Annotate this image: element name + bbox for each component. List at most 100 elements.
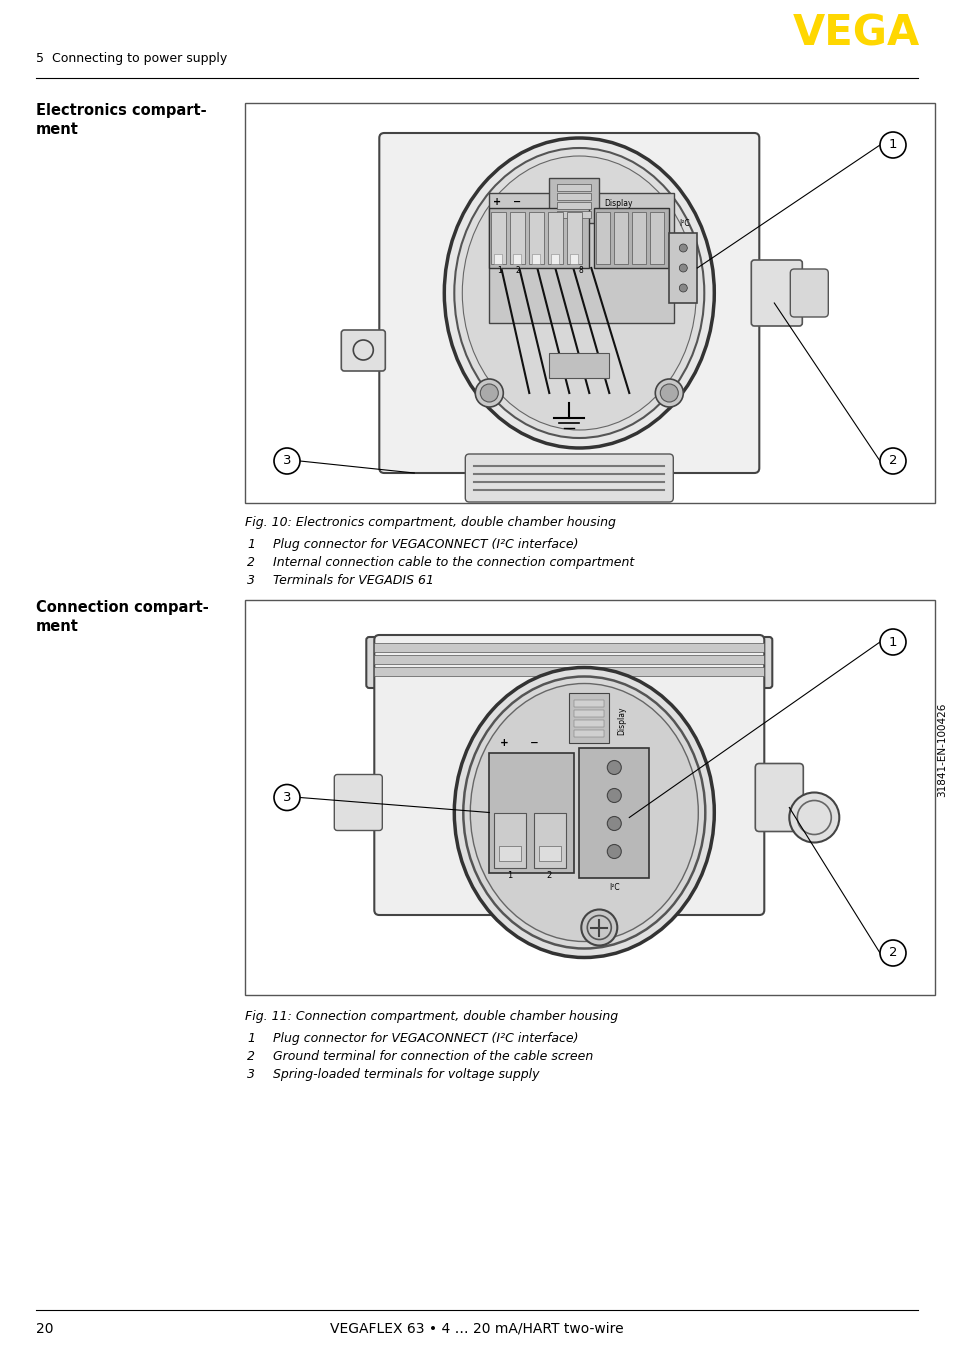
Bar [569, 692, 609, 742]
Bar [374, 643, 763, 653]
FancyBboxPatch shape [465, 454, 673, 502]
Text: 2: 2 [247, 1049, 254, 1063]
Circle shape [879, 448, 905, 474]
Bar [491, 213, 506, 264]
Circle shape [607, 816, 620, 830]
FancyBboxPatch shape [379, 133, 759, 473]
Bar [574, 730, 603, 737]
Text: 3: 3 [247, 1068, 254, 1080]
Text: −: − [529, 738, 538, 747]
FancyBboxPatch shape [751, 260, 801, 326]
Text: +: + [499, 738, 508, 747]
Circle shape [274, 784, 299, 811]
FancyBboxPatch shape [334, 774, 382, 830]
Ellipse shape [444, 138, 714, 448]
Circle shape [274, 448, 299, 474]
Text: VEGAFLEX 63 • 4 … 20 mA/HART two-wire: VEGAFLEX 63 • 4 … 20 mA/HART two-wire [330, 1322, 623, 1336]
Circle shape [679, 264, 686, 272]
Bar [549, 353, 609, 378]
Bar [594, 209, 669, 268]
Circle shape [879, 630, 905, 655]
Circle shape [655, 379, 682, 408]
Bar [489, 194, 674, 324]
Bar [574, 719, 603, 727]
Text: 1: 1 [247, 538, 254, 551]
Text: Internal connection cable to the connection compartment: Internal connection cable to the connect… [273, 556, 634, 569]
Text: Display: Display [617, 707, 625, 735]
Bar [650, 213, 663, 264]
Bar [494, 812, 526, 868]
FancyBboxPatch shape [341, 330, 385, 371]
Text: Fig. 11: Connection compartment, double chamber housing: Fig. 11: Connection compartment, double … [245, 1010, 618, 1024]
Text: VEGA: VEGA [792, 14, 919, 56]
Text: I²C: I²C [679, 218, 689, 227]
Circle shape [580, 910, 617, 945]
Text: Ground terminal for connection of the cable screen: Ground terminal for connection of the ca… [273, 1049, 593, 1063]
FancyBboxPatch shape [789, 269, 827, 317]
Bar [532, 255, 539, 264]
Circle shape [679, 284, 686, 292]
Bar [494, 255, 502, 264]
Text: 3: 3 [282, 791, 291, 804]
Text: 2: 2 [546, 871, 552, 880]
Bar [245, 103, 934, 502]
Bar [669, 233, 697, 303]
Bar [549, 177, 598, 223]
Ellipse shape [454, 148, 703, 437]
Text: −: − [513, 196, 521, 207]
Text: 5  Connecting to power supply: 5 Connecting to power supply [36, 51, 227, 65]
Bar [574, 709, 603, 716]
Bar [374, 655, 763, 663]
Text: 2: 2 [888, 946, 897, 960]
FancyBboxPatch shape [755, 764, 802, 831]
Bar [548, 213, 562, 264]
Text: 1: 1 [888, 635, 897, 649]
Bar [557, 202, 591, 209]
Bar [529, 213, 544, 264]
Circle shape [879, 131, 905, 158]
Text: 3: 3 [247, 574, 254, 588]
Text: Connection compart-
ment: Connection compart- ment [36, 600, 209, 634]
Circle shape [607, 845, 620, 858]
Circle shape [475, 379, 503, 408]
Text: 31841-EN-100426: 31841-EN-100426 [936, 703, 946, 798]
Bar [489, 753, 574, 872]
Text: 2: 2 [516, 265, 520, 275]
Bar [596, 213, 610, 264]
Bar [538, 845, 560, 861]
Bar [489, 209, 589, 268]
Bar [534, 812, 566, 868]
Text: Fig. 10: Electronics compartment, double chamber housing: Fig. 10: Electronics compartment, double… [245, 516, 616, 529]
Text: 1: 1 [506, 871, 512, 880]
Circle shape [879, 940, 905, 965]
FancyBboxPatch shape [374, 635, 763, 915]
Circle shape [679, 244, 686, 252]
Circle shape [659, 385, 678, 402]
Text: Plug connector for VEGACONNECT (I²C interface): Plug connector for VEGACONNECT (I²C inte… [273, 538, 578, 551]
Circle shape [479, 385, 497, 402]
Bar [374, 668, 763, 676]
Text: Display: Display [603, 199, 632, 207]
Text: 1: 1 [247, 1032, 254, 1045]
Bar [557, 211, 591, 218]
Bar [557, 194, 591, 200]
Bar [632, 213, 645, 264]
Circle shape [607, 761, 620, 774]
Text: +: + [493, 196, 501, 207]
Bar [498, 845, 520, 861]
Bar [614, 213, 628, 264]
Ellipse shape [463, 677, 704, 949]
Circle shape [788, 792, 839, 842]
Ellipse shape [462, 156, 696, 431]
Text: Plug connector for VEGACONNECT (I²C interface): Plug connector for VEGACONNECT (I²C inte… [273, 1032, 578, 1045]
FancyBboxPatch shape [366, 636, 772, 688]
Ellipse shape [470, 684, 698, 941]
Ellipse shape [454, 668, 714, 957]
Text: 1: 1 [497, 265, 501, 275]
Bar [570, 255, 578, 264]
Text: 3: 3 [282, 455, 291, 467]
Text: 2: 2 [888, 455, 897, 467]
Bar [567, 213, 581, 264]
Text: Electronics compart-
ment: Electronics compart- ment [36, 103, 207, 137]
Bar [557, 184, 591, 191]
